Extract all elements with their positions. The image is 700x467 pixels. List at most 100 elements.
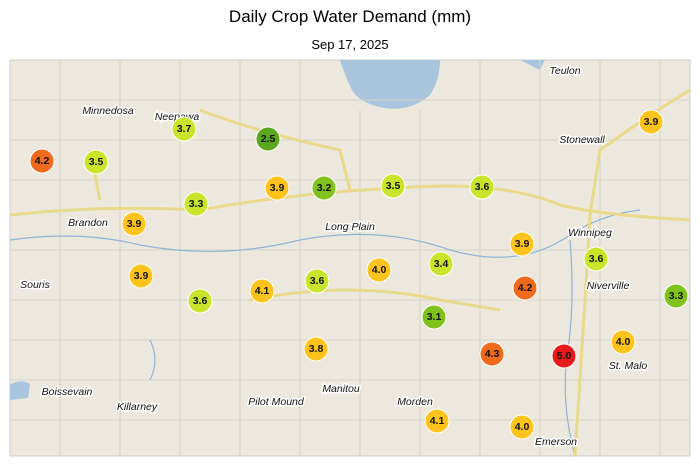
subtitle: Sep 17, 2025 [311,37,388,52]
town-label: Niverville [587,280,630,292]
station-marker [380,173,406,199]
station: 4.1 [424,408,450,434]
station-marker [421,304,447,330]
station: 4.2 [512,275,538,301]
station-value: 3.3 [189,198,204,210]
station-value: 5.0 [557,350,572,362]
station-marker [551,343,577,369]
station-marker [83,149,109,175]
station-marker [187,288,213,314]
town-label: Morden [397,396,433,408]
station-marker [469,174,495,200]
station: 4.3 [479,341,505,367]
town-label: Long Plain [325,221,375,233]
station-marker [183,191,209,217]
station-marker [610,329,636,355]
town-label: Souris [20,279,51,291]
station-value: 3.6 [193,295,208,307]
station: 3.9 [638,109,664,135]
station-value: 3.6 [475,181,490,193]
station: 3.2 [311,175,337,201]
station-value: 3.1 [427,311,442,323]
station: 3.6 [187,288,213,314]
town-label: Pilot Mound [248,396,305,408]
station-value: 3.7 [177,123,192,135]
station-value: 4.1 [255,285,270,297]
station-value: 3.9 [515,238,530,250]
station-value: 4.0 [372,264,387,276]
station-marker [171,116,197,142]
station-marker [304,268,330,294]
station: 3.6 [583,246,609,272]
station-marker [264,175,290,201]
station-marker [249,278,275,304]
station-marker [128,263,154,289]
station: 4.2 [29,148,55,174]
station-marker [512,275,538,301]
station: 3.9 [128,263,154,289]
station-marker [29,148,55,174]
station: 3.8 [303,336,329,362]
station-marker [509,231,535,257]
town-label: Brandon [68,217,108,229]
station-marker [583,246,609,272]
station-marker [424,408,450,434]
town-label: Emerson [535,436,577,448]
town-label: Boissevain [42,386,93,398]
town-label: Teulon [549,65,580,77]
station-value: 3.9 [127,218,142,230]
town-label: Killarney [117,401,158,413]
station-value: 4.0 [616,336,631,348]
town-label: Manitou [322,383,360,395]
town-label: St. Malo [609,360,648,372]
station-value: 3.6 [310,275,325,287]
station: 3.9 [509,231,535,257]
station-marker [479,341,505,367]
station-value: 3.8 [309,343,324,355]
station-value: 4.0 [515,421,530,433]
station-marker [663,283,689,309]
station-value: 3.3 [669,290,684,302]
station-marker [638,109,664,135]
station: 4.0 [509,414,535,440]
station-marker [121,211,147,237]
station-value: 2.5 [261,133,276,145]
station: 3.9 [264,175,290,201]
station: 3.5 [83,149,109,175]
station: 3.9 [121,211,147,237]
station-marker [311,175,337,201]
station-marker [366,257,392,283]
town-label: Stonewall [559,134,605,146]
station: 4.0 [610,329,636,355]
station-value: 3.6 [589,253,604,265]
station: 4.0 [366,257,392,283]
station-value: 4.2 [518,282,533,294]
station: 3.3 [183,191,209,217]
station-value: 3.9 [270,182,285,194]
station: 3.6 [304,268,330,294]
station-marker [303,336,329,362]
station-value: 3.9 [134,270,149,282]
station-value: 3.9 [644,116,659,128]
station-marker [509,414,535,440]
station-value: 3.5 [386,180,401,192]
map [9,59,691,457]
station-value: 3.5 [89,156,104,168]
town-label: Minnedosa [82,105,134,117]
station: 3.3 [663,283,689,309]
station: 5.0 [551,343,577,369]
station: 3.5 [380,173,406,199]
station-value: 4.3 [485,348,500,360]
station: 3.6 [469,174,495,200]
station-value: 3.2 [317,182,332,194]
station-marker [428,251,454,277]
station-marker [255,126,281,152]
station-value: 4.1 [430,415,445,427]
station-value: 4.2 [35,155,50,167]
station: 4.1 [249,278,275,304]
station: 3.7 [171,116,197,142]
town-label: Winnipeg [568,227,612,239]
title: Daily Crop Water Demand (mm) [229,7,471,26]
station: 3.1 [421,304,447,330]
